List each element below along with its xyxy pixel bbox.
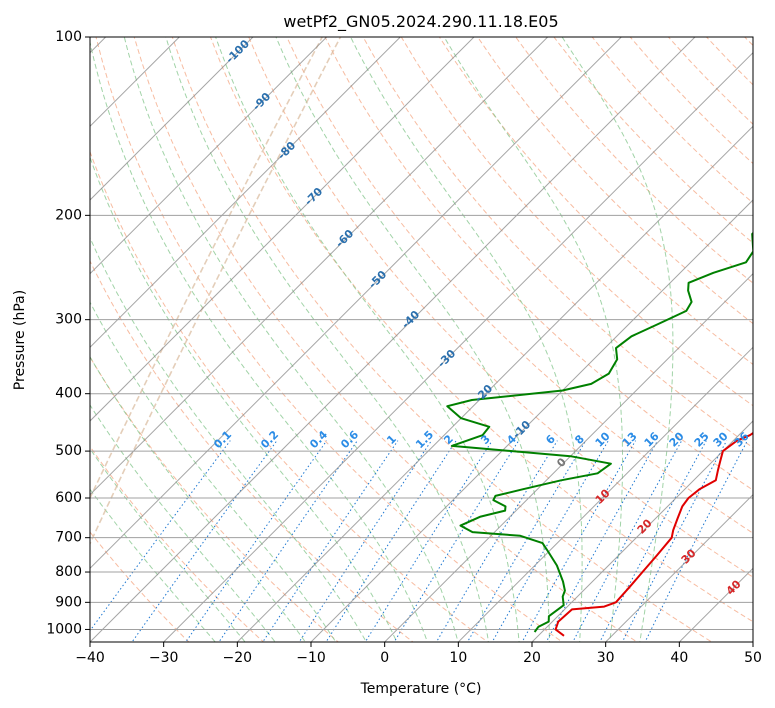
x-tick-label: 30 [597,650,615,666]
plot-area: -100-90-80-70-60-50-40-30-20-10010203040… [90,37,753,642]
mixing-ratio-line [545,440,659,642]
temperature-line [554,431,753,637]
x-tick-label: 0 [380,650,389,666]
x-axis: −40 −30 −20 −10 0 10 20 30 40 50 [75,642,762,666]
x-tick-label: 10 [449,650,467,666]
isotherm [531,420,753,642]
dry-adiabat [90,531,190,642]
isotherm [457,346,753,642]
isotherm [90,37,402,349]
isotherm [162,51,753,642]
x-tick-label: −40 [75,650,105,666]
mixing-ratio-line [491,440,609,642]
mixing-ratio-line [599,440,707,642]
y-axis-label: Pressure (hPa) [12,290,28,390]
y-tick-label: 700 [55,530,82,546]
mixing-ratio-line [621,440,728,642]
mixing-ratio-line [572,440,683,642]
y-tick-label: 600 [55,490,82,506]
y-tick-label: 500 [55,443,82,459]
moist-adiabat [215,37,520,642]
mixing-ratio-line [435,440,558,642]
isotherm [604,493,753,642]
dry-adiabat [90,356,339,642]
mixing-ratio-line [364,440,493,642]
isotherm [90,37,549,496]
plot-frame [89,36,754,643]
y-axis: 1000 900 800 700 600 500 400 300 200 100 [46,29,90,637]
isotherm [236,125,753,642]
chart-title: wetPf2_GN05.2024.290.11.18.E05 [283,12,558,32]
mixing-ratio-line [131,440,278,642]
x-axis-label: Temperature (°C) [360,681,482,697]
mixing-ratio-line [466,440,587,642]
x-tick-label: −20 [223,650,253,666]
dry-adiabat [400,37,753,407]
isotherm [90,37,696,642]
dry-adiabat [171,37,713,642]
dry-adiabat [90,445,265,642]
mixing-ratio-line [644,440,748,642]
dewpoint-line [446,231,753,633]
x-tick-label: 50 [744,650,762,666]
x-tick-label: 20 [523,650,541,666]
dry-adiabat [515,37,753,284]
mixing-ratio-line [262,440,399,642]
mixing-ratio-lines [90,440,748,642]
x-tick-label: −30 [149,650,179,666]
isotherm [90,37,328,275]
mixing-ratio-line [298,440,432,642]
x-tick-label: −10 [296,650,326,666]
dry-adiabat [90,259,414,642]
y-tick-label: 900 [55,594,82,610]
y-tick-label: 800 [55,564,82,580]
isotherm [383,272,753,642]
dry-adiabat [477,37,753,325]
mixing-ratio-line [521,440,637,642]
y-tick-label: 1000 [46,621,82,637]
mixing-ratio-line [325,440,457,642]
isotherm [310,199,753,642]
isotherm [90,37,181,128]
y-tick-label: 300 [55,312,82,328]
isotherm [90,37,254,201]
isotherm [90,37,623,570]
grid-lines [90,37,753,642]
y-tick-label: 100 [55,29,82,45]
y-tick-label: 200 [55,207,82,223]
moist-adiabat [561,37,674,642]
x-tick-label: 40 [670,650,688,666]
series-lines [446,231,753,637]
isotherm [90,37,475,422]
dry-adiabat [248,37,753,578]
dry-adiabat [362,37,753,449]
moist-adiabat [90,355,307,642]
y-tick-label: 400 [55,386,82,402]
dry-adiabat [95,37,564,642]
dry-adiabat [133,37,638,642]
